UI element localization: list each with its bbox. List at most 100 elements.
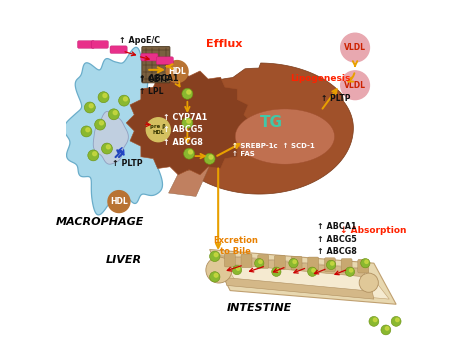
Circle shape [100,121,103,125]
Text: ↑ CYP7A1
↑ ABCG5
↑ ABCG8: ↑ CYP7A1 ↑ ABCG5 ↑ ABCG8 [164,113,208,147]
Text: Efflux: Efflux [206,39,243,49]
Polygon shape [169,166,210,196]
Text: ↑ PLTP: ↑ PLTP [112,159,143,168]
Circle shape [84,102,95,113]
Text: Lipogenesis: Lipogenesis [290,74,350,83]
FancyBboxPatch shape [91,41,109,48]
Circle shape [118,95,129,106]
Polygon shape [217,255,365,277]
Polygon shape [225,278,374,299]
Circle shape [204,153,215,164]
Text: LIVER: LIVER [106,255,142,265]
Text: ↑ SREBP-1c  ↑ SCD-1
↑ FAS: ↑ SREBP-1c ↑ SCD-1 ↑ FAS [232,143,315,157]
Text: VLDL: VLDL [344,43,366,52]
Circle shape [341,33,369,62]
Circle shape [109,109,119,120]
Circle shape [106,145,110,149]
Circle shape [293,260,296,264]
Circle shape [361,258,370,268]
Text: ↑ ApoE/C: ↑ ApoE/C [119,36,160,45]
Circle shape [341,71,369,100]
Circle shape [255,258,264,268]
Circle shape [113,111,117,115]
Circle shape [385,327,389,330]
Circle shape [101,143,112,154]
Text: HDL: HDL [168,67,186,76]
Circle shape [146,118,170,142]
Circle shape [308,267,317,276]
Circle shape [345,267,355,276]
Text: ↑ PLTP: ↑ PLTP [321,95,350,103]
Circle shape [182,117,193,128]
Text: ↑ ABCA1: ↑ ABCA1 [139,74,179,83]
Text: Excretion
to Bile: Excretion to Bile [213,236,258,256]
FancyBboxPatch shape [258,255,269,268]
Circle shape [276,269,279,272]
Circle shape [312,269,315,272]
FancyBboxPatch shape [241,254,252,268]
Circle shape [189,150,192,154]
Circle shape [369,316,379,326]
Text: ↑ CETP
↑ LPL: ↑ CETP ↑ LPL [139,75,171,96]
Circle shape [88,150,99,161]
Circle shape [206,257,232,283]
FancyBboxPatch shape [224,253,235,267]
Polygon shape [210,249,396,304]
Circle shape [396,318,399,322]
Text: INTESTINE: INTESTINE [227,303,292,313]
Circle shape [187,90,191,94]
Circle shape [108,191,130,213]
Circle shape [232,265,242,275]
Circle shape [365,260,368,264]
Polygon shape [165,63,353,194]
Circle shape [93,152,97,156]
Circle shape [374,318,377,322]
Circle shape [98,92,109,103]
Text: pre β
HDL: pre β HDL [150,124,166,135]
Text: MACROPHAGE: MACROPHAGE [56,217,144,227]
FancyBboxPatch shape [308,257,319,271]
Polygon shape [64,47,175,215]
FancyBboxPatch shape [141,53,158,61]
FancyBboxPatch shape [142,47,170,83]
Circle shape [89,104,93,108]
Circle shape [359,273,378,292]
Circle shape [124,97,128,101]
Circle shape [95,119,106,130]
Circle shape [214,253,218,257]
Circle shape [272,267,281,276]
Circle shape [381,325,391,335]
Circle shape [86,128,90,132]
Circle shape [289,258,298,268]
FancyBboxPatch shape [324,258,336,272]
Circle shape [209,155,213,159]
Circle shape [210,251,220,262]
Circle shape [391,316,401,326]
Text: ↓ Absorption: ↓ Absorption [340,226,406,235]
Text: HDL: HDL [110,197,128,206]
Polygon shape [93,111,128,164]
FancyBboxPatch shape [274,256,285,269]
Circle shape [331,262,334,265]
Circle shape [327,260,336,269]
Polygon shape [126,71,252,175]
FancyBboxPatch shape [341,258,352,272]
Circle shape [81,126,92,137]
Circle shape [214,274,218,277]
Polygon shape [218,255,389,299]
Circle shape [349,269,353,272]
FancyBboxPatch shape [156,57,173,65]
Circle shape [187,119,191,123]
Circle shape [210,272,220,282]
Circle shape [183,148,194,159]
FancyBboxPatch shape [110,46,127,53]
Circle shape [166,61,188,82]
FancyBboxPatch shape [291,256,302,270]
Circle shape [259,260,262,264]
Text: TG: TG [260,115,283,130]
FancyBboxPatch shape [358,259,369,273]
Circle shape [103,93,107,98]
Text: VLDL: VLDL [344,81,366,90]
Polygon shape [235,109,335,164]
Text: ↑ ABCA1
↑ ABCG5
↑ ABCG8: ↑ ABCA1 ↑ ABCG5 ↑ ABCG8 [318,222,357,256]
